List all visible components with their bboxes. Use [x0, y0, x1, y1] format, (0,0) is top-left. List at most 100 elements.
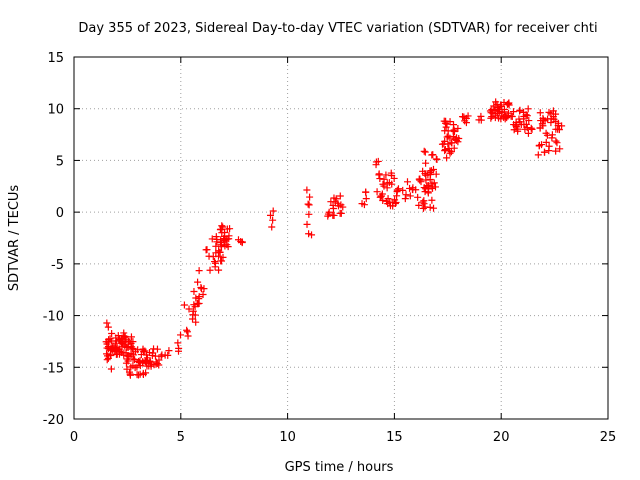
data-point	[442, 123, 450, 131]
data-point	[336, 192, 344, 200]
data-point	[153, 345, 161, 353]
data-point	[548, 131, 556, 139]
data-point	[450, 121, 458, 129]
data-point	[555, 126, 563, 134]
data-point	[402, 191, 410, 199]
data-point	[414, 193, 422, 201]
data-point	[422, 159, 430, 167]
data-point	[268, 223, 276, 231]
data-point	[153, 360, 161, 368]
data-point	[464, 112, 472, 120]
data-point	[126, 371, 134, 379]
data-point	[164, 351, 172, 359]
data-point	[540, 148, 548, 156]
data-point	[195, 293, 203, 301]
data-point	[103, 319, 111, 327]
data-point	[430, 179, 438, 187]
data-point	[127, 333, 135, 341]
data-point	[332, 195, 340, 203]
data-point	[523, 112, 531, 120]
data-point	[388, 180, 396, 188]
data-point	[375, 171, 383, 179]
data-point	[120, 329, 128, 337]
data-point	[441, 145, 449, 153]
data-point	[542, 138, 550, 146]
data-point	[194, 278, 202, 286]
data-point	[508, 112, 516, 120]
data-point	[226, 225, 234, 233]
data-point	[192, 318, 200, 326]
data-point	[392, 198, 400, 206]
data-point	[225, 235, 233, 243]
data-point	[455, 134, 463, 142]
data-point	[552, 110, 560, 118]
data-point	[432, 170, 440, 178]
data-point	[441, 119, 449, 127]
x-tick-label: 10	[279, 430, 296, 445]
data-point	[454, 138, 462, 146]
y-tick-label: 10	[47, 103, 64, 118]
data-point	[446, 118, 454, 126]
data-point	[490, 102, 498, 110]
data-point	[378, 190, 386, 198]
data-point	[165, 347, 173, 355]
x-tick-label: 0	[70, 430, 78, 445]
data-point	[304, 200, 312, 208]
data-point	[127, 350, 135, 358]
data-point	[428, 196, 436, 204]
chart-title: Day 355 of 2023, Sidereal Day-to-day VTE…	[78, 21, 597, 36]
data-point	[419, 198, 427, 206]
data-point	[498, 112, 506, 120]
data-point	[524, 129, 532, 137]
data-point	[185, 305, 193, 313]
data-point	[447, 148, 455, 156]
data-point	[416, 175, 424, 183]
data-point	[190, 287, 198, 295]
data-point	[374, 157, 382, 165]
data-point	[308, 231, 316, 239]
data-point	[103, 356, 111, 364]
data-point	[401, 195, 409, 203]
data-point	[305, 210, 313, 218]
data-point	[421, 148, 429, 156]
data-point	[303, 186, 311, 194]
data-point	[503, 114, 511, 122]
data-point	[391, 199, 399, 207]
data-point	[446, 149, 454, 157]
data-point	[131, 356, 139, 364]
data-point	[129, 338, 137, 346]
y-tick-label: 0	[56, 206, 64, 221]
data-point	[514, 127, 522, 135]
data-point	[175, 344, 183, 352]
data-point	[539, 116, 547, 124]
data-point	[305, 201, 313, 209]
x-tick-label: 5	[177, 430, 185, 445]
data-point	[192, 294, 200, 302]
data-point	[107, 365, 115, 373]
data-point	[450, 144, 458, 152]
data-point	[184, 332, 192, 340]
data-point	[133, 363, 141, 371]
data-point	[406, 192, 414, 200]
data-point	[431, 183, 439, 191]
data-point	[390, 174, 398, 182]
data-point	[216, 248, 224, 256]
data-point	[426, 203, 434, 211]
data-point	[303, 220, 311, 228]
data-point	[218, 257, 226, 265]
data-point	[403, 178, 411, 186]
data-point	[420, 197, 428, 205]
data-point	[199, 290, 207, 298]
data-point	[451, 128, 459, 136]
data-point	[538, 141, 546, 149]
data-point	[180, 301, 188, 309]
data-point	[524, 105, 532, 113]
data-point	[380, 182, 388, 190]
data-point	[505, 101, 513, 109]
data-point	[266, 211, 274, 219]
y-tick-label: 15	[47, 51, 64, 66]
data-point	[462, 119, 470, 127]
data-point	[556, 145, 564, 153]
data-point	[512, 119, 520, 127]
data-point	[325, 208, 333, 216]
